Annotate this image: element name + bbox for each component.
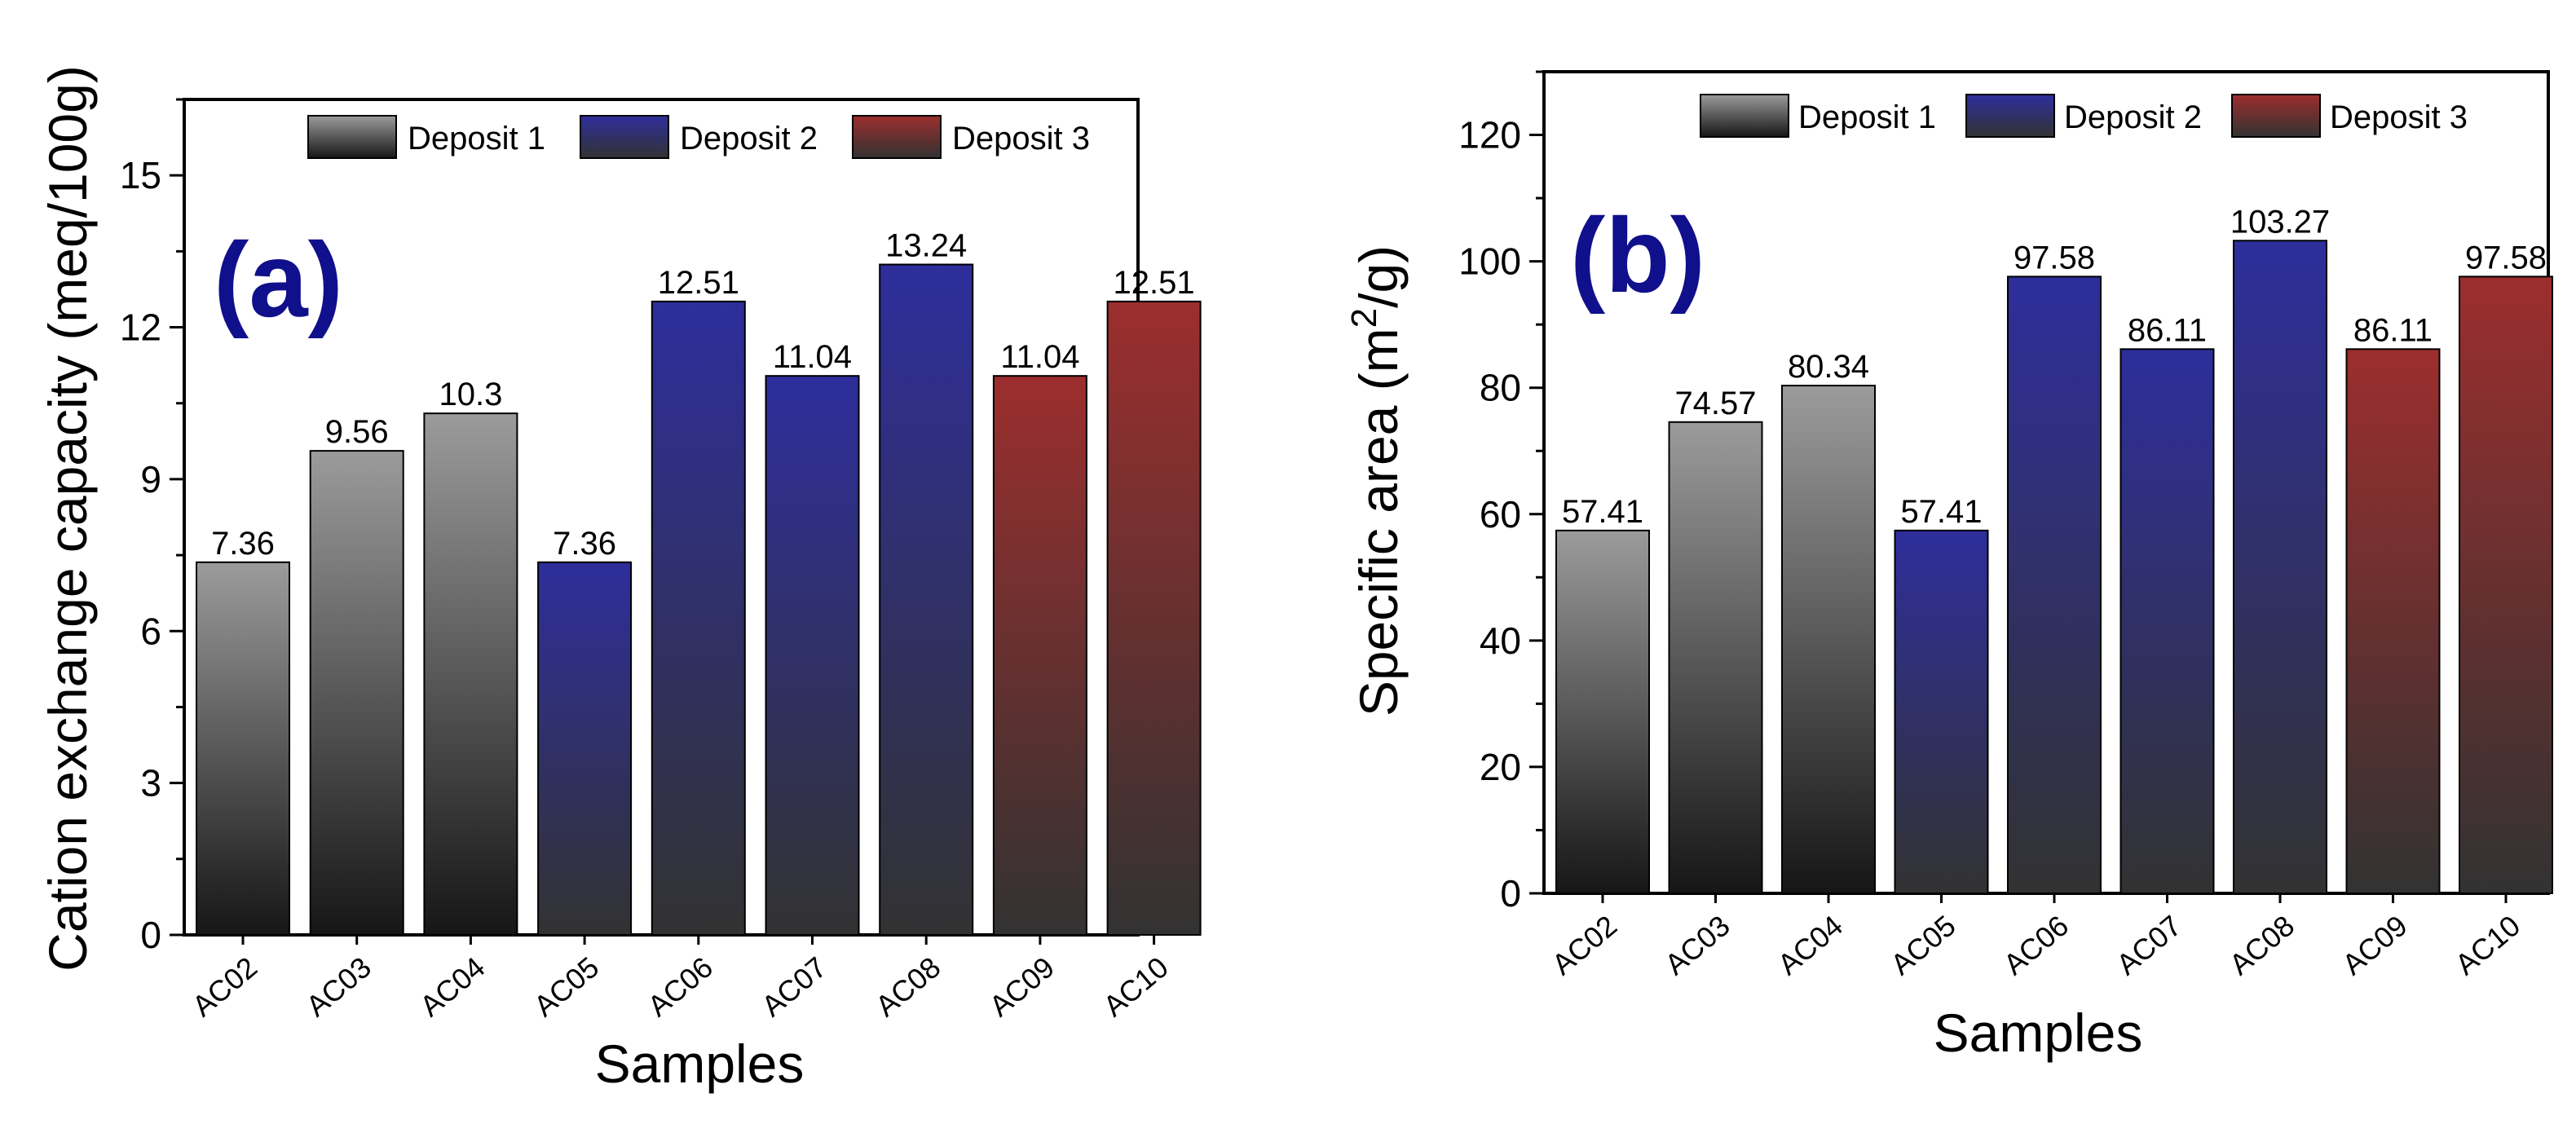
legend-label-deposit-2-a: Deposit 2 xyxy=(680,121,818,156)
bar-ac05-b xyxy=(1894,529,1989,894)
bars-b: 57.41 74.57 80.34 57.41 97.58 86.11 103.27 86.1… xyxy=(1555,204,2553,895)
data-label-ac10-b: 97.58 xyxy=(2465,240,2547,275)
x-tick-label-ac08-a: AC08 xyxy=(869,950,946,1023)
y-tick-label-b: 60 xyxy=(1480,493,1521,536)
x-tick-label-ac08-b: AC08 xyxy=(2223,909,2300,981)
x-tick-label-ac10-a: AC10 xyxy=(1096,950,1174,1023)
data-label-ac10-a: 12.51 xyxy=(1114,265,1195,301)
y-axis-title-b-superscript: 2 xyxy=(1344,308,1384,328)
y-tick-label-b: 80 xyxy=(1480,367,1521,409)
legend-swatch-deposit-3-b xyxy=(2231,94,2321,138)
legend-swatch-deposit-2-a xyxy=(580,115,669,159)
x-tick-label-ac05-b: AC05 xyxy=(1884,909,1961,981)
legend-swatch-deposit-1-b xyxy=(1700,94,1789,138)
y-axis-title-b-main: Specific area (m xyxy=(1348,328,1409,716)
x-tick-label-ac07-a: AC07 xyxy=(755,950,832,1023)
bar-ac08-b xyxy=(2233,240,2327,894)
data-label-ac04-a: 10.3 xyxy=(439,377,502,412)
data-label-ac09-a: 11.04 xyxy=(1000,339,1079,375)
data-label-ac06-a: 12.51 xyxy=(658,265,739,301)
legend-swatch-deposit-3-a xyxy=(852,115,942,159)
y-tick-label-b: 120 xyxy=(1458,114,1521,156)
data-label-ac07-a: 11.04 xyxy=(773,339,852,375)
x-tick-label-ac09-a: AC09 xyxy=(983,950,1061,1023)
legend-label-deposit-1-a: Deposit 1 xyxy=(408,121,545,156)
panel-label-b: (b) xyxy=(1570,196,1705,315)
y-tick-label-a: 6 xyxy=(140,610,161,652)
x-tick-label-ac10-b: AC10 xyxy=(2449,909,2526,981)
x-tick-label-ac03-b: AC03 xyxy=(1658,909,1736,981)
y-tick-label-b: 0 xyxy=(1500,872,1521,915)
bar-ac10-b xyxy=(2459,275,2553,894)
data-label-ac03-b: 74.57 xyxy=(1674,386,1756,421)
x-tick-label-ac04-b: AC04 xyxy=(1771,909,1849,981)
legend-label-deposit-3-a: Deposit 3 xyxy=(952,121,1090,156)
y-axis-title-b-unit: /g) xyxy=(1348,245,1409,308)
y-tick-label-a: 9 xyxy=(140,458,161,500)
y-axis-a: 0 3 6 9 12 15 xyxy=(120,98,184,956)
y-axis-title-b: Specific area (m2/g) xyxy=(1344,245,1409,716)
x-tick-label-ac06-a: AC06 xyxy=(642,950,719,1023)
panel-b: 57.41 74.57 80.34 57.41 97.58 86.11 103.27 86.1… xyxy=(1344,70,2553,1063)
x-axis-b: AC02 AC03 AC04 AC05 AC06 AC07 AC08 AC09 AC10 xyxy=(1546,893,2526,981)
bar-ac06-b xyxy=(2007,275,2102,894)
bar-ac05-a xyxy=(537,561,633,937)
bar-ac07-b xyxy=(2119,348,2215,895)
data-label-ac09-b: 86.11 xyxy=(2353,312,2433,348)
x-tick-label-ac04-a: AC04 xyxy=(413,950,491,1023)
legend-swatch-deposit-1-a xyxy=(307,115,397,159)
bar-ac09-b xyxy=(2345,348,2441,895)
x-tick-label-ac06-b: AC06 xyxy=(1997,909,2075,981)
bar-ac10-a xyxy=(1106,300,1202,936)
x-tick-label-ac05-a: AC05 xyxy=(527,950,605,1023)
bar-ac02-b xyxy=(1555,529,1650,894)
x-tick-label-ac02-a: AC02 xyxy=(186,950,263,1023)
bar-ac03-a xyxy=(309,450,404,936)
bar-ac03-b xyxy=(1668,421,1763,894)
y-tick-label-b: 100 xyxy=(1458,240,1521,283)
data-label-ac05-a: 7.36 xyxy=(553,526,616,562)
bar-ac04-a xyxy=(423,412,518,937)
x-tick-label-ac09-b: AC09 xyxy=(2336,909,2413,981)
data-label-ac03-a: 9.56 xyxy=(325,414,389,450)
y-tick-label-a: 3 xyxy=(140,762,161,804)
data-label-ac08-a: 13.24 xyxy=(885,228,967,264)
y-axis-title-a: Cation exchange capacity (meq/100g) xyxy=(37,65,98,972)
legend-swatch-deposit-2-b xyxy=(1965,94,2055,138)
x-axis-title-a: Samples xyxy=(595,1034,805,1094)
y-tick-label-a: 15 xyxy=(120,154,161,196)
bars-a: 7.36 9.56 10.3 7.36 12.51 11.04 13.24 11.04 12.5… xyxy=(196,228,1202,937)
legend-label-deposit-3-b: Deposit 3 xyxy=(2330,99,2468,135)
data-label-ac04-b: 80.34 xyxy=(1788,349,1869,385)
bar-ac02-a xyxy=(196,561,290,937)
bar-ac04-b xyxy=(1781,385,1876,894)
data-label-ac06-b: 97.58 xyxy=(2014,240,2095,275)
legend-label-deposit-2-b: Deposit 2 xyxy=(2064,99,2202,135)
y-tick-label-a: 12 xyxy=(120,306,161,349)
bar-ac09-a xyxy=(992,375,1087,936)
y-axis-b: 0 20 40 60 80 100 120 xyxy=(1458,70,1544,915)
bar-ac08-a xyxy=(879,263,974,936)
y-tick-label-a: 0 xyxy=(140,914,161,956)
x-tick-label-ac03-a: AC03 xyxy=(299,950,377,1023)
legend-label-deposit-1-b: Deposit 1 xyxy=(1798,99,1936,135)
legend-b: Deposit 1 Deposit 2 Deposit 3 xyxy=(1700,94,2468,138)
data-label-ac02-b: 57.41 xyxy=(1562,494,1643,530)
x-tick-label-ac02-b: AC02 xyxy=(1546,909,1623,981)
y-tick-label-b: 40 xyxy=(1480,619,1521,662)
data-label-ac07-b: 86.11 xyxy=(2128,312,2207,348)
panel-label-a: (a) xyxy=(214,220,343,339)
x-tick-label-ac07-b: AC07 xyxy=(2110,909,2187,981)
data-label-ac02-a: 7.36 xyxy=(211,526,275,562)
x-axis-title-b: Samples xyxy=(1934,1003,2143,1063)
data-label-ac05-b: 57.41 xyxy=(1900,494,1982,530)
x-axis-a: AC02 AC03 AC04 AC05 AC06 AC07 AC08 AC09 AC10 xyxy=(186,935,1175,1023)
y-tick-label-b: 20 xyxy=(1480,746,1521,788)
bar-ac06-a xyxy=(651,300,746,936)
data-label-ac08-b: 103.27 xyxy=(2230,204,2330,240)
panel-a: 7.36 9.56 10.3 7.36 12.51 11.04 13.24 11.04 12.5… xyxy=(37,65,1202,1094)
legend-a: Deposit 1 Deposit 2 Deposit 3 xyxy=(307,115,1090,159)
bar-ac07-a xyxy=(765,375,860,936)
